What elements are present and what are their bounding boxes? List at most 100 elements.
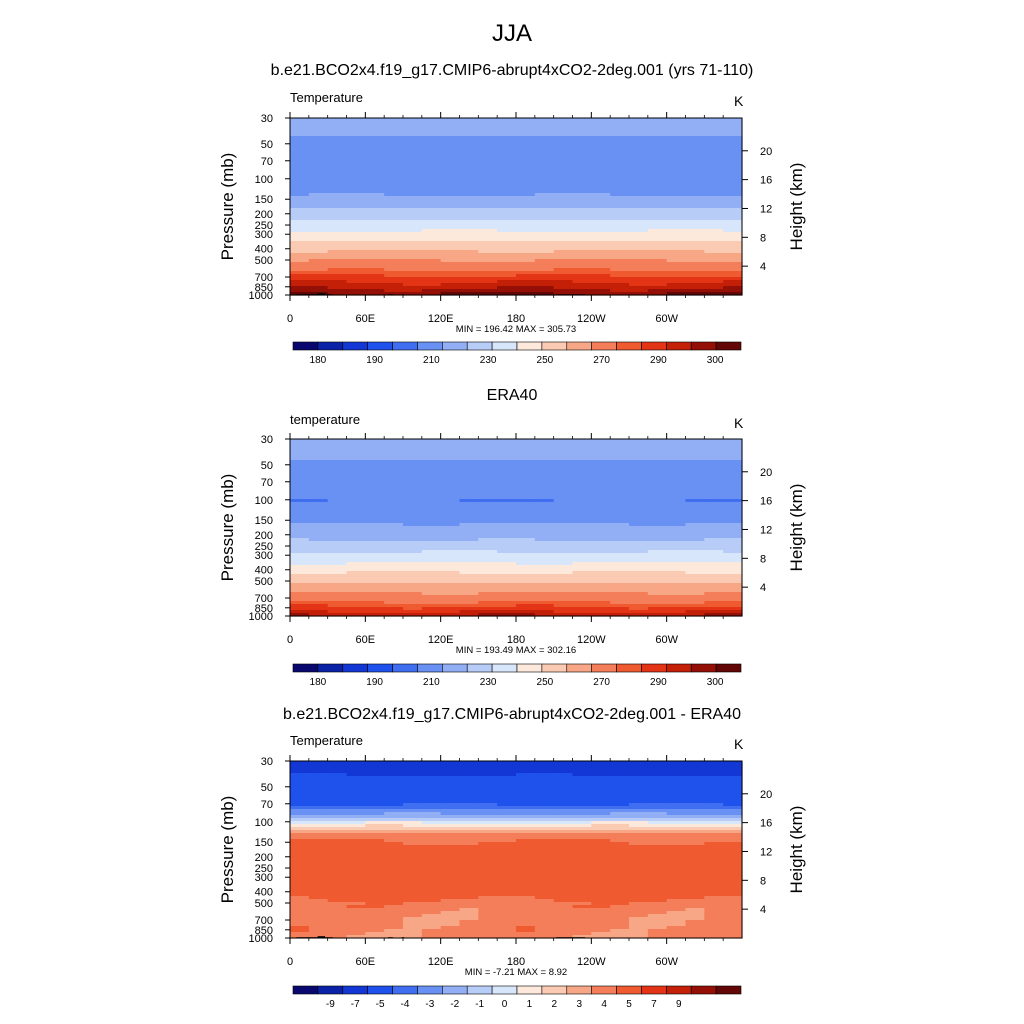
field-cell [685, 523, 705, 527]
field-cell [497, 226, 517, 230]
field-cell [591, 526, 611, 530]
field-cell [290, 529, 310, 533]
field-cell [704, 860, 724, 864]
field-cell [591, 256, 611, 260]
field-cell [308, 791, 329, 795]
field-cell [723, 788, 743, 792]
field-cell [478, 127, 498, 131]
field-cell [666, 553, 687, 557]
field-cell [421, 908, 442, 912]
field-cell [610, 235, 630, 239]
field-cell [534, 920, 555, 924]
field-cell [629, 779, 649, 783]
field-cell [572, 244, 592, 248]
field-cell [440, 502, 461, 506]
field-cell [666, 196, 687, 200]
field-cell [290, 259, 310, 263]
field-cell [704, 238, 724, 242]
field-cell [346, 553, 366, 557]
field-cell [497, 785, 517, 789]
field-cell [459, 160, 479, 164]
field-cell [591, 848, 611, 852]
field-cell [308, 469, 329, 473]
field-cell [497, 764, 517, 768]
field-cell [572, 193, 592, 197]
field-cell [647, 142, 668, 146]
field-cell [516, 187, 536, 191]
field-cell [327, 761, 348, 765]
field-cell [629, 487, 649, 491]
field-cell [629, 184, 649, 188]
field-cell [478, 842, 498, 846]
field-cell [459, 893, 479, 897]
field-cell [403, 881, 423, 885]
field-cell [384, 920, 404, 924]
field-cell [553, 562, 574, 566]
field-cell [610, 803, 630, 807]
field-cell [308, 589, 329, 593]
field-cell [704, 199, 724, 203]
field-cell [704, 821, 724, 825]
field-cell [723, 199, 743, 203]
field-cell [629, 607, 649, 611]
field-cell [553, 175, 574, 179]
field-cell [553, 532, 574, 536]
field-cell [421, 884, 442, 888]
field-cell [591, 791, 611, 795]
field-cell [666, 199, 687, 203]
field-cell [384, 271, 404, 275]
field-cell [704, 568, 724, 572]
field-cell [459, 496, 479, 500]
field-cell [459, 920, 479, 924]
field-cell [723, 556, 743, 560]
field-cell [459, 773, 479, 777]
field-cell [516, 526, 536, 530]
field-cell [459, 830, 479, 834]
field-cell [497, 259, 517, 263]
field-cell [723, 902, 743, 906]
field-cell [478, 457, 498, 461]
field-cell [478, 908, 498, 912]
field-cell [572, 550, 592, 554]
x-tick-label: 60W [655, 634, 678, 646]
field-cell [704, 223, 724, 227]
field-cell [516, 229, 536, 233]
field-cell [534, 803, 555, 807]
field-cell [365, 839, 385, 843]
field-cell [723, 145, 743, 149]
field-cell [572, 586, 592, 590]
field-cell [421, 277, 442, 281]
field-cell [723, 442, 743, 446]
field-cell [553, 761, 574, 765]
field-cell [365, 547, 385, 551]
field-cell [723, 172, 743, 176]
field-cell [666, 776, 687, 780]
field-cell [591, 145, 611, 149]
field-cell [308, 902, 329, 906]
field-cell [685, 541, 705, 545]
field-cell [384, 166, 404, 170]
colorbar-label: 300 [707, 677, 724, 688]
field-cell [308, 460, 329, 464]
field-cell [666, 130, 687, 134]
field-cell [629, 830, 649, 834]
field-cell [497, 562, 517, 566]
field-cell [572, 875, 592, 879]
field-cell [440, 211, 461, 215]
field-cell [403, 256, 423, 260]
field-cell [421, 565, 442, 569]
field-cell [723, 773, 743, 777]
field-cell [647, 815, 668, 819]
field-cell [704, 854, 724, 858]
field-cell [723, 860, 743, 864]
field-cell [723, 809, 743, 813]
field-cell [610, 866, 630, 870]
field-cell [666, 187, 687, 191]
field-cell [384, 205, 404, 209]
field-cell [421, 145, 442, 149]
field-cell [346, 598, 366, 602]
colorbar-box [342, 341, 368, 351]
field-cell [497, 872, 517, 876]
field-cell [591, 821, 611, 825]
